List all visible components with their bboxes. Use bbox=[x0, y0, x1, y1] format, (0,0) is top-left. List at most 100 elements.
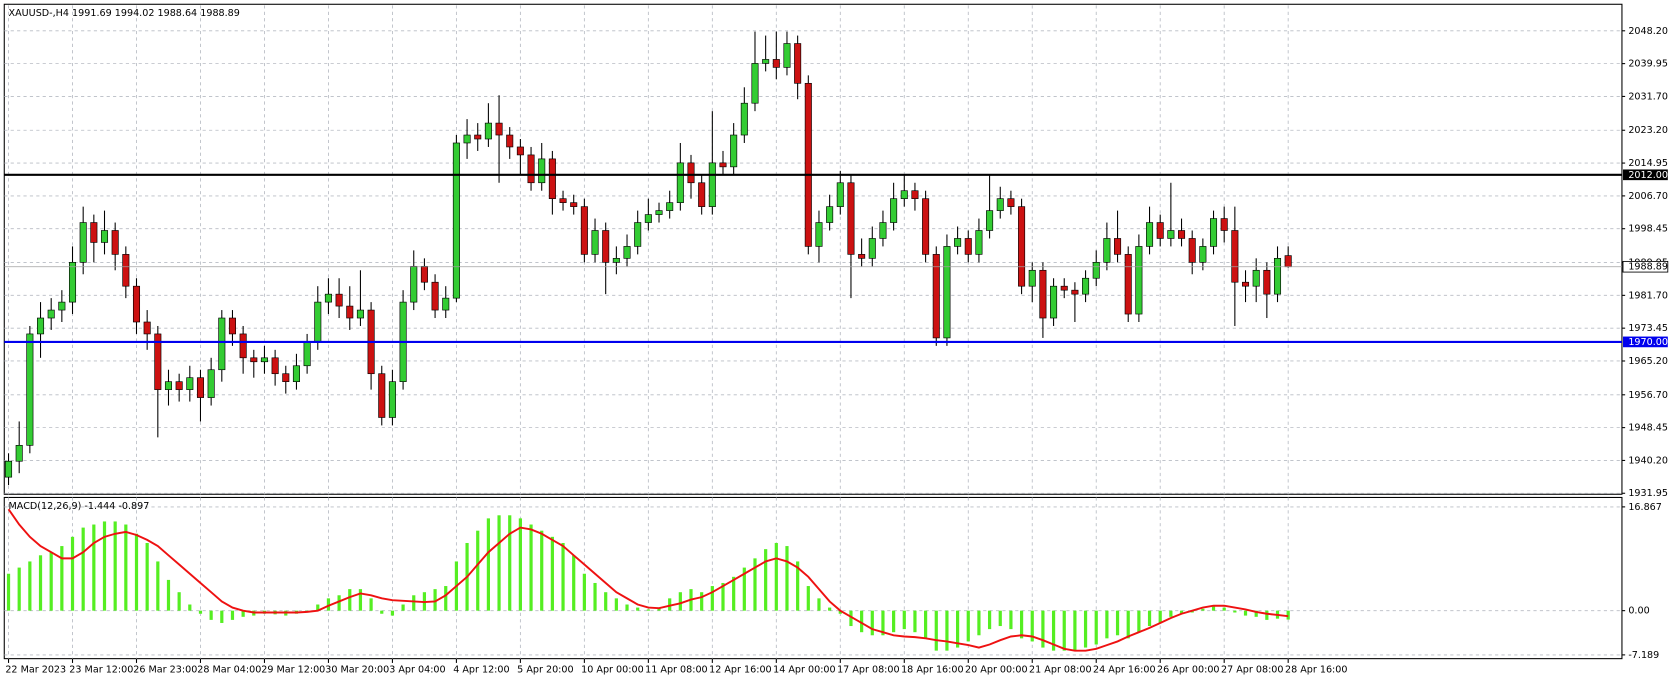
candle-body bbox=[975, 230, 983, 255]
macd-bar bbox=[358, 589, 363, 611]
candle-body bbox=[847, 182, 855, 255]
x-tick-label: 28 Apr 16:00 bbox=[1285, 664, 1348, 675]
macd-bar bbox=[1254, 610, 1258, 617]
candle-body bbox=[1060, 285, 1068, 291]
macd-bar bbox=[6, 573, 11, 611]
macd-bar bbox=[966, 610, 970, 642]
y-tick-label: 1965.20 bbox=[1628, 356, 1668, 367]
candle-body bbox=[207, 369, 215, 398]
y-tick-label: 1973.45 bbox=[1628, 323, 1668, 334]
candle-body bbox=[804, 82, 812, 247]
macd-bar bbox=[1147, 610, 1152, 627]
macd-bar bbox=[1286, 610, 1290, 620]
price-label-box bbox=[1622, 260, 1669, 273]
macd-bar bbox=[1169, 610, 1173, 617]
candle-body bbox=[538, 158, 546, 184]
candle-body bbox=[644, 214, 652, 223]
candle-body bbox=[79, 222, 87, 263]
candle-body bbox=[1241, 281, 1250, 287]
macd-bar bbox=[1222, 607, 1226, 611]
macd-bar bbox=[444, 586, 448, 611]
candle-body bbox=[954, 238, 962, 247]
candle-body bbox=[303, 341, 311, 367]
macd-bar bbox=[486, 518, 490, 611]
candle-body bbox=[1210, 218, 1218, 247]
macd-bar bbox=[1041, 610, 1045, 648]
candle-body bbox=[1167, 230, 1175, 239]
open: 1991.69 bbox=[72, 8, 112, 19]
candle-body bbox=[346, 305, 354, 319]
macd-bar bbox=[412, 595, 416, 611]
candle-body bbox=[826, 206, 834, 223]
macd-bar bbox=[828, 607, 832, 611]
candle-body bbox=[996, 198, 1004, 211]
macd-bar bbox=[774, 542, 778, 611]
candle-body bbox=[1071, 289, 1079, 295]
macd-bar bbox=[849, 610, 853, 627]
macd-bar bbox=[646, 609, 650, 611]
candle-body bbox=[868, 238, 876, 259]
macd-bar bbox=[753, 558, 757, 611]
candle-body bbox=[495, 122, 503, 136]
level-label-box bbox=[1623, 169, 1668, 181]
macd-bar bbox=[902, 610, 906, 630]
macd-bar bbox=[1073, 610, 1077, 651]
candle-body bbox=[612, 258, 620, 263]
y-tick-label: 2048.20 bbox=[1628, 26, 1668, 37]
macd-bar bbox=[1137, 610, 1141, 633]
candle-body bbox=[591, 230, 599, 255]
macd-bar bbox=[476, 530, 480, 611]
macd-bar bbox=[1062, 610, 1066, 651]
candle-body bbox=[879, 222, 887, 239]
macd-bar bbox=[145, 542, 149, 611]
candle-body bbox=[484, 122, 492, 140]
macd-bar bbox=[1201, 608, 1205, 611]
macd-bar bbox=[1265, 610, 1269, 620]
candle-body bbox=[1273, 258, 1282, 295]
macd-bar bbox=[81, 527, 85, 611]
candle-body bbox=[570, 202, 578, 207]
y-tick-label: 1940.20 bbox=[1628, 455, 1668, 466]
macd-bar bbox=[1126, 610, 1130, 639]
candle-body bbox=[932, 254, 940, 339]
macd-bar bbox=[636, 607, 640, 611]
candle-body bbox=[356, 309, 364, 319]
candle-body bbox=[1220, 218, 1228, 231]
low: 1988.64 bbox=[158, 8, 198, 19]
candle-body bbox=[1039, 269, 1047, 319]
macd-header: MACD(12,26,9) -1.444 -0.897 bbox=[9, 501, 150, 512]
macd-bar bbox=[529, 524, 533, 611]
candle-body bbox=[388, 381, 396, 418]
x-tick-label: 29 Mar 12:00 bbox=[261, 664, 325, 675]
macd-bar bbox=[817, 598, 821, 611]
candle-body bbox=[1178, 230, 1186, 239]
macd-bar bbox=[369, 598, 373, 611]
macd-bar bbox=[518, 518, 522, 611]
candle-body bbox=[239, 333, 247, 359]
x-tick-label: 12 Apr 16:00 bbox=[709, 664, 772, 675]
y-tick-label: 1948.45 bbox=[1628, 423, 1668, 434]
macd-bar bbox=[1179, 610, 1184, 614]
candle-body bbox=[196, 377, 204, 398]
candle-body bbox=[68, 262, 77, 303]
macd-bar bbox=[1094, 610, 1098, 645]
candle-body bbox=[964, 238, 972, 255]
macd-title: MACD(12,26,9) bbox=[9, 501, 82, 512]
macd-bar bbox=[497, 515, 501, 611]
macd-bar bbox=[860, 610, 864, 633]
candle-body bbox=[420, 265, 428, 283]
candle-body bbox=[506, 134, 514, 148]
macd-bar bbox=[1105, 610, 1109, 639]
macd-bar bbox=[614, 598, 618, 611]
candle-body bbox=[762, 59, 770, 64]
candle-body bbox=[548, 158, 556, 199]
candle-body bbox=[623, 246, 631, 259]
y-tick-label: 2014.95 bbox=[1628, 158, 1668, 169]
candle-body bbox=[26, 333, 34, 446]
y-tick-label: 1956.70 bbox=[1628, 390, 1668, 401]
macd-bar bbox=[380, 610, 384, 614]
candle-body bbox=[708, 162, 716, 207]
candle-body bbox=[452, 142, 460, 299]
price-panel bbox=[3, 3, 1623, 495]
